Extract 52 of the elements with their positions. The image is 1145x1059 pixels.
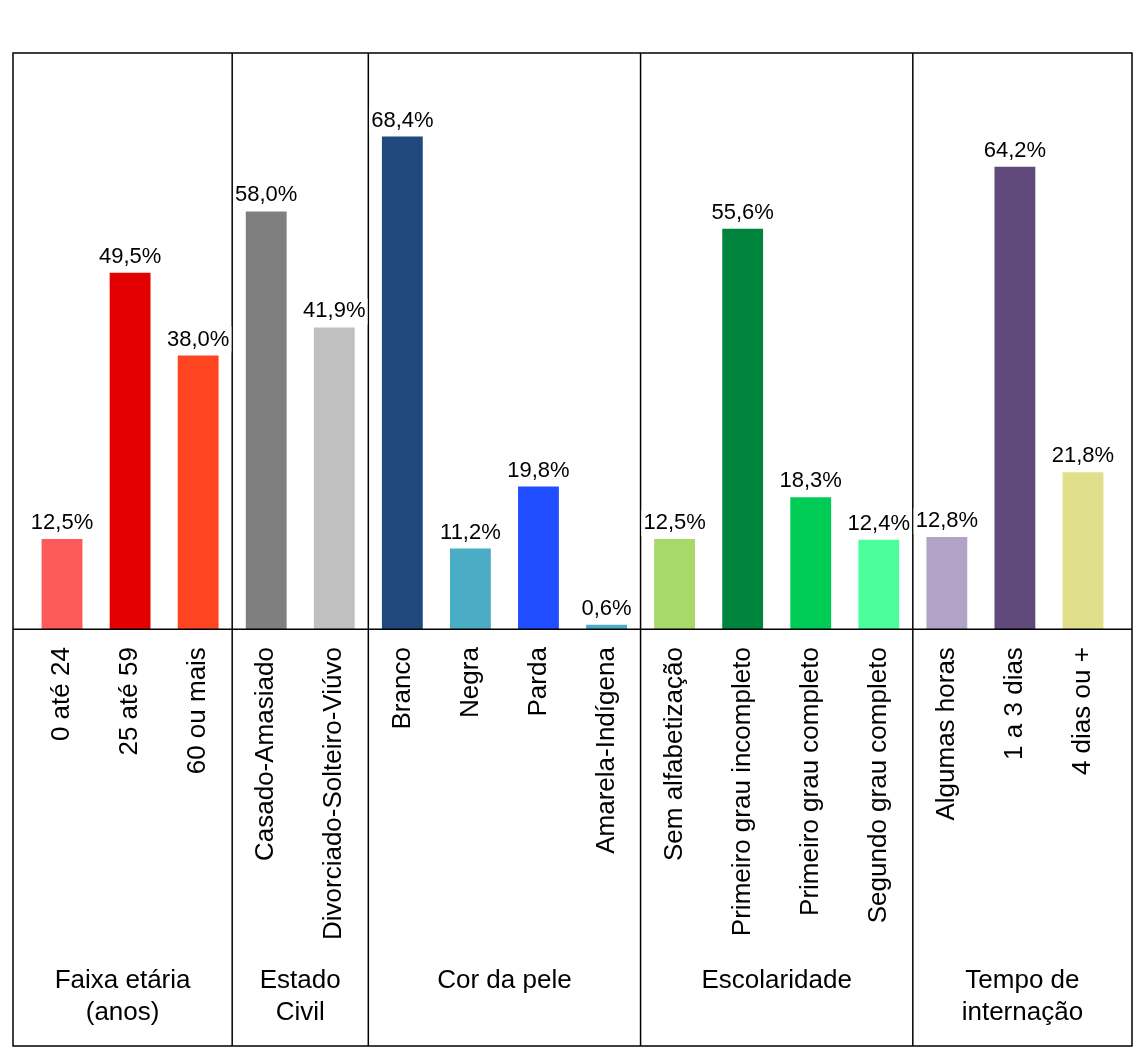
- x-tick-label: Segundo grau completo: [861, 647, 892, 924]
- text: Escolaridade: [701, 964, 852, 995]
- bar: [381, 136, 423, 630]
- data-label: 58,0%: [235, 181, 298, 207]
- data-label: 19,8%: [507, 456, 570, 482]
- data-label: 12,4%: [847, 509, 910, 535]
- data-label: 0,6%: [581, 594, 632, 620]
- x-tick-label: Algumas horas: [930, 647, 961, 821]
- x-tick-label: 4 dias ou +: [1066, 647, 1097, 776]
- data-label: 38,0%: [166, 325, 230, 351]
- bar: [313, 327, 355, 630]
- text: Faixa etária (anos): [54, 964, 192, 1027]
- bar: [926, 536, 968, 630]
- data-label: 12,5%: [643, 509, 706, 535]
- bar: [722, 228, 764, 630]
- text: Cor da pele: [437, 964, 572, 995]
- x-tick-label: 60 ou mais: [181, 647, 212, 775]
- x-tick-label: Parda: [521, 646, 552, 717]
- bar: [449, 548, 491, 630]
- x-tick-label: Primeiro grau completo: [793, 647, 824, 916]
- x-tick-label: Negra: [453, 646, 484, 718]
- bar: [1062, 472, 1104, 630]
- data-label: 55,6%: [711, 198, 774, 224]
- data-label: 49,5%: [98, 242, 162, 268]
- bar: [790, 497, 832, 630]
- bar: [41, 539, 83, 630]
- x-tick-label: Branco: [385, 647, 416, 730]
- bar: [994, 166, 1036, 630]
- bar: [245, 211, 287, 630]
- data-label: 12,5%: [30, 509, 94, 535]
- x-tick-label: 0 até 24: [45, 647, 76, 742]
- bar: [177, 355, 219, 630]
- bar: [858, 539, 900, 630]
- data-label: 21,8%: [1051, 442, 1115, 468]
- data-label: 11,2%: [440, 518, 501, 544]
- text: Tempo de internação: [961, 964, 1084, 1027]
- bar: [518, 486, 559, 630]
- x-tick-label: Casado-Amasiado: [249, 647, 280, 862]
- data-label: 64,2%: [983, 136, 1047, 162]
- data-label: 41,9%: [303, 297, 366, 323]
- text: Estado Civil: [259, 964, 341, 1027]
- x-tick-label: Sem alfabetização: [657, 647, 688, 862]
- x-tick-label: Amarela-Indígena: [589, 646, 620, 854]
- x-tick-label: 1 a 3 dias: [998, 647, 1029, 760]
- data-label: 68,4%: [371, 106, 434, 132]
- x-tick-label: 25 até 59: [113, 647, 144, 756]
- data-label: 12,8%: [915, 507, 979, 533]
- bar: [654, 539, 696, 630]
- x-tick-label: Primeiro grau incompleto: [725, 647, 756, 937]
- bar: [109, 272, 151, 630]
- x-tick-label: Divorciado-Solteiro-Viúvo: [317, 647, 348, 941]
- data-label: 18,3%: [779, 467, 842, 493]
